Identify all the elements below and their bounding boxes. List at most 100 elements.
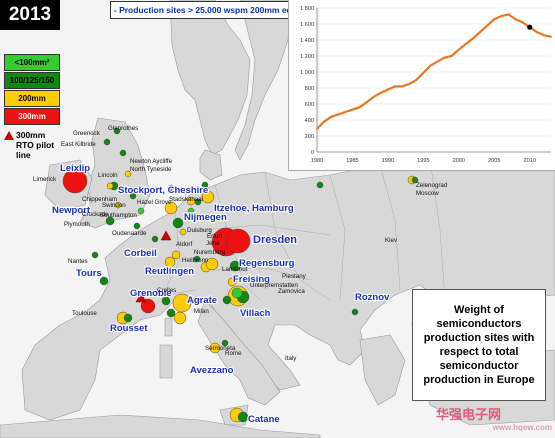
site-label-big-8: Reutlingen <box>145 266 194 277</box>
site-marker-49 <box>119 149 127 157</box>
chart-point-2 <box>330 115 333 118</box>
site-label-small-23: Toulouse <box>72 310 97 317</box>
chart-point-26 <box>500 15 503 17</box>
site-marker-41 <box>351 308 359 316</box>
site-marker-2 <box>225 228 251 254</box>
chart-ytick-6: 1 200 <box>300 54 314 60</box>
chart-point-18 <box>443 56 446 59</box>
site-marker-35 <box>209 342 221 354</box>
site-label-small-24-line-0: Zelenograd <box>416 182 448 189</box>
rto-triangle-icon <box>4 131 14 140</box>
chart-point-3 <box>337 113 340 116</box>
site-label-big-5: Dresden <box>253 234 297 246</box>
chart-point-22 <box>472 37 474 40</box>
chart-point-8 <box>372 95 375 98</box>
chart-point-16 <box>429 64 432 67</box>
chart-point-31 <box>535 31 538 33</box>
site-marker-22 <box>193 255 201 263</box>
chart-ytick-3: 600 <box>305 102 314 108</box>
site-marker-51 <box>201 181 209 189</box>
site-label-small-30: Unterpremstatten <box>250 282 298 289</box>
site-marker-47 <box>103 138 111 146</box>
site-marker-17 <box>179 228 187 236</box>
chart-point-23 <box>479 31 481 33</box>
chart-ytick-9: 1 800 <box>300 6 314 12</box>
chart-ytick-4: 800 <box>305 86 314 92</box>
chart-point-12 <box>401 85 403 88</box>
legend-swatch-lt100: <100mm² <box>4 54 60 71</box>
site-marker-7 <box>114 201 122 209</box>
site-marker-15 <box>201 190 215 204</box>
site-marker-0 <box>62 168 88 194</box>
chart-ytick-5: 1 000 <box>300 70 314 76</box>
site-label-small-33: Rome <box>225 350 242 357</box>
chart-point-28 <box>514 18 517 21</box>
site-label-small-15: Duisburg <box>187 227 212 234</box>
site-marker-46 <box>167 184 175 192</box>
chart-point-27 <box>507 13 510 16</box>
chart-point-17 <box>436 60 439 63</box>
site-label-small-6: Lincoln <box>98 172 118 179</box>
site-label-small-25: Sermoneta <box>205 345 236 352</box>
site-marker-11 <box>164 201 178 215</box>
site-marker-39 <box>411 176 419 184</box>
site-label-small-17: Nuremberg <box>194 249 226 256</box>
site-marker-37 <box>237 411 249 423</box>
chart-point-7 <box>365 101 368 104</box>
chart-xtick-2: 1990 <box>382 158 394 164</box>
chart-xtick-0: 1980 <box>311 158 323 164</box>
site-marker-16 <box>151 235 159 243</box>
chart-ytick-0: 0 <box>311 150 314 156</box>
site-label-big-10: Freising <box>233 274 270 285</box>
chart-ytick-2: 400 <box>305 118 314 124</box>
site-label-big-2: Stockport, Cheshire <box>118 185 208 196</box>
chart-point-20 <box>457 48 460 51</box>
site-label-small-7: Chippenham <box>82 196 117 203</box>
site-marker-30 <box>173 311 187 325</box>
site-marker-8 <box>105 216 115 226</box>
site-label-small-14: Stadskanaal <box>169 196 203 203</box>
site-label-small-16: Aldorf <box>176 241 192 248</box>
site-label-small-22: Nantes <box>68 258 88 265</box>
site-label-big-1: Newport <box>52 205 91 216</box>
site-marker-34 <box>123 313 133 323</box>
site-label-big-15: Avezzano <box>190 365 234 376</box>
site-marker-29 <box>172 293 192 313</box>
site-marker-18 <box>171 250 181 260</box>
site-marker-3 <box>140 298 156 314</box>
legend-swatch-300mm: 300mm <box>4 108 60 125</box>
legend-rto: 300mm RTO pilot line <box>4 130 60 160</box>
site-marker-14 <box>186 196 196 206</box>
chart-point-19 <box>450 55 453 57</box>
site-label-small-9: Crockade <box>82 211 109 218</box>
site-marker-32 <box>231 287 243 299</box>
chart-series-line <box>316 13 552 130</box>
site-label-small-3: Newton Aycliffe <box>130 158 173 165</box>
site-label-small-8: Swindon <box>102 202 126 209</box>
legend: <100mm² 100/125/150 200mm 300mm 300mm RT… <box>4 54 60 160</box>
site-label-big-3: Itzehoe, Hamburg <box>214 203 294 214</box>
site-label-big-13: Villach <box>240 308 271 319</box>
site-marker-27 <box>222 295 232 305</box>
site-marker-28 <box>161 296 171 306</box>
watermark: 华强电子网 www.hqew.com <box>436 404 552 432</box>
chart-point-14 <box>415 79 418 81</box>
site-marker-48 <box>113 127 121 135</box>
site-label-big-14: Rousset <box>110 323 148 334</box>
year-badge: 2013 <box>0 0 60 30</box>
chart-point-21 <box>465 43 467 45</box>
site-label-small-24-line-1: Moscow <box>416 190 439 197</box>
site-marker-19 <box>164 256 176 268</box>
chart-point-25 <box>493 18 496 21</box>
chart-point-4 <box>344 111 347 113</box>
chart-point-24 <box>486 24 489 27</box>
site-label-big-12: Agrate <box>187 295 217 306</box>
site-marker-40 <box>316 181 324 189</box>
chart-point-32 <box>543 34 545 37</box>
site-label-small-27: Zamovica <box>278 288 305 295</box>
site-label-big-9: Regensburg <box>239 258 295 269</box>
watermark-url: www.hqew.com <box>492 423 552 432</box>
site-marker-23 <box>229 260 241 272</box>
site-label-small-31: Crolles <box>157 287 176 294</box>
